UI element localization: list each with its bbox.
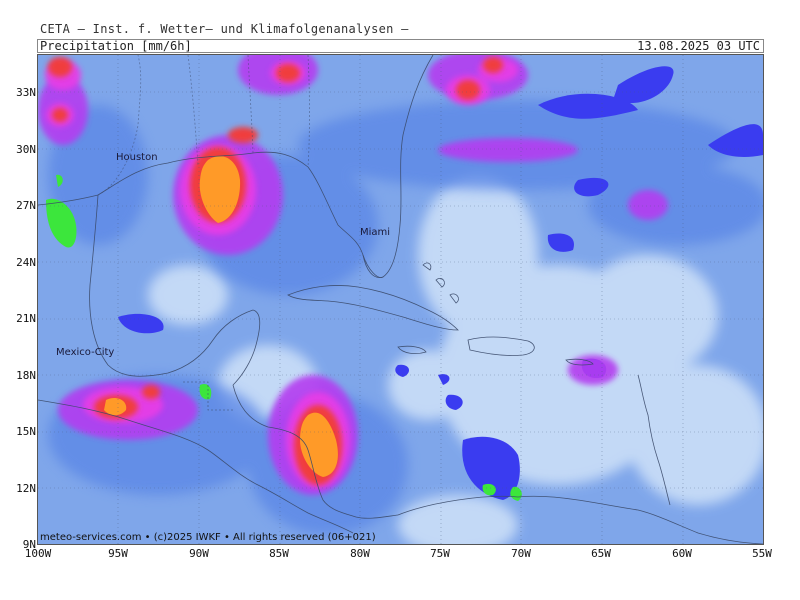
source-title: CETA — Inst. f. Wetter— und Klimafolgena… — [40, 22, 409, 36]
lat-label-21n: 21N — [16, 312, 36, 325]
lat-label-27n: 27N — [16, 199, 36, 212]
valid-time: 13.08.2025 03 UTC — [637, 39, 760, 53]
lon-label-80w: 80W — [350, 547, 370, 560]
copyright-credit: meteo-services.com • (c)2025 IWKF • All … — [40, 532, 376, 543]
lon-label-90w: 90W — [189, 547, 209, 560]
city-label-mexico-city: Mexico-City — [56, 347, 115, 358]
lon-label-70w: 70W — [511, 547, 531, 560]
lon-label-65w: 65W — [591, 547, 611, 560]
lon-label-95w: 95W — [108, 547, 128, 560]
lat-label-33n: 33N — [16, 86, 36, 99]
lon-label-55w: 55W — [752, 547, 772, 560]
precipitation-map[interactable]: Houston Miami Mexico-City meteo-services… — [37, 54, 764, 545]
lat-label-9n: 9N — [22, 538, 36, 551]
lon-label-100w: 100W — [24, 547, 52, 560]
map-canvas — [38, 55, 763, 544]
lat-label-30n: 30N — [16, 143, 36, 156]
lat-label-18n: 18N — [16, 369, 36, 382]
lat-label-15n: 15N — [16, 425, 36, 438]
lat-label-24n: 24N — [16, 256, 36, 269]
city-label-miami: Miami — [360, 227, 391, 238]
lon-label-85w: 85W — [269, 547, 289, 560]
lon-label-75w: 75W — [430, 547, 450, 560]
lat-label-12n: 12N — [16, 482, 36, 495]
title-bar: Precipitation [mm/6h] 13.08.2025 03 UTC — [37, 39, 764, 53]
lon-label-60w: 60W — [672, 547, 692, 560]
variable-label: Precipitation [mm/6h] — [40, 39, 192, 53]
city-label-houston: Houston — [116, 152, 158, 163]
